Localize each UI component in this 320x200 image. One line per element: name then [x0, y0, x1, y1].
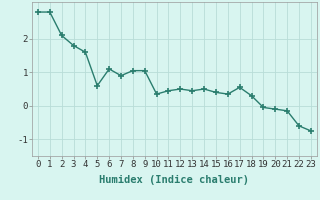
X-axis label: Humidex (Indice chaleur): Humidex (Indice chaleur): [100, 175, 249, 185]
